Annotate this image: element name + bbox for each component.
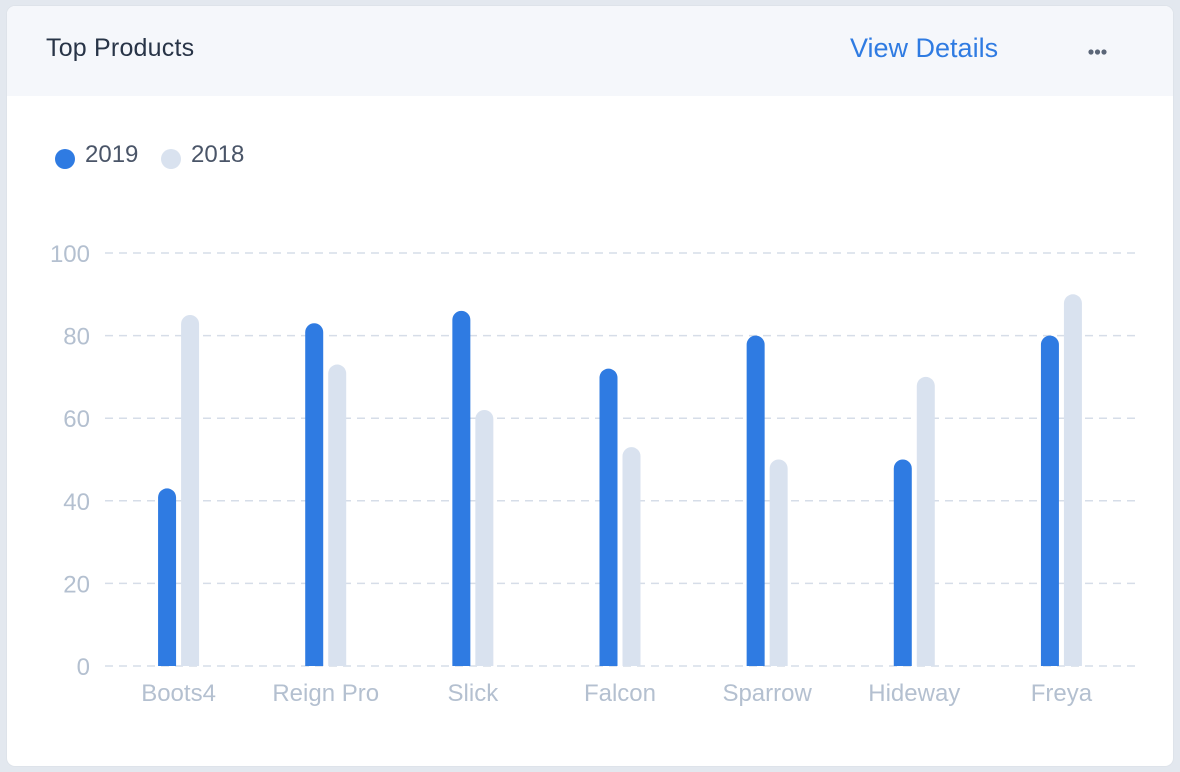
x-tick-label: Sparrow: [722, 680, 812, 707]
top-products-card: Top Products View Details 2019 2018 0 20 4…: [7, 6, 1173, 766]
more-options-button[interactable]: [1081, 36, 1115, 66]
bar-2019-falcon: [599, 368, 618, 666]
x-tick-label: Freya: [1031, 680, 1093, 707]
bar-2018-boots4: [181, 314, 200, 666]
view-details-link[interactable]: View Details: [850, 33, 999, 63]
bar-2018-slick: [475, 409, 494, 666]
bar-2018-falcon: [622, 447, 641, 666]
bar-2019-hideway: [893, 459, 912, 666]
bar-chart: 0 20 40 60 80 100 Boots4 Reign Pro Slick Falcon Sp…: [50, 241, 1135, 707]
legend-label-2018: 2018: [191, 141, 245, 168]
bar-2019-sparrow: [746, 335, 765, 666]
bar-2019-freya: [1040, 335, 1059, 666]
y-tick-label: 40: [63, 489, 90, 516]
y-tick-label: 20: [63, 571, 90, 598]
y-tick-label: 60: [63, 406, 90, 433]
card-title: Top Products: [46, 34, 195, 62]
y-tick-label: 100: [50, 241, 90, 268]
x-tick-label: Boots4: [141, 680, 216, 707]
x-tick-label: Falcon: [584, 680, 656, 707]
x-tick-label: Reign Pro: [272, 680, 379, 707]
legend-label-2019: 2019: [85, 141, 139, 168]
y-tick-label: 80: [63, 324, 90, 351]
bar-2019-boots4: [158, 488, 177, 666]
legend-dot-2018: [161, 149, 181, 169]
y-tick-label: 0: [77, 654, 90, 681]
x-tick-label: Slick: [448, 680, 500, 707]
x-tick-label: Hideway: [868, 680, 960, 707]
card-header: Top Products View Details: [7, 6, 1173, 96]
bar-2018-reign-pro: [328, 364, 347, 666]
more-horizontal-icon: [1088, 49, 1107, 55]
bar-2018-sparrow: [769, 459, 788, 666]
legend-dot-2019: [55, 149, 75, 169]
bar-2019-slick: [452, 310, 471, 666]
bar-2019-reign-pro: [305, 323, 324, 666]
bar-2018-freya: [1063, 294, 1082, 666]
bar-2018-hideway: [916, 376, 935, 666]
